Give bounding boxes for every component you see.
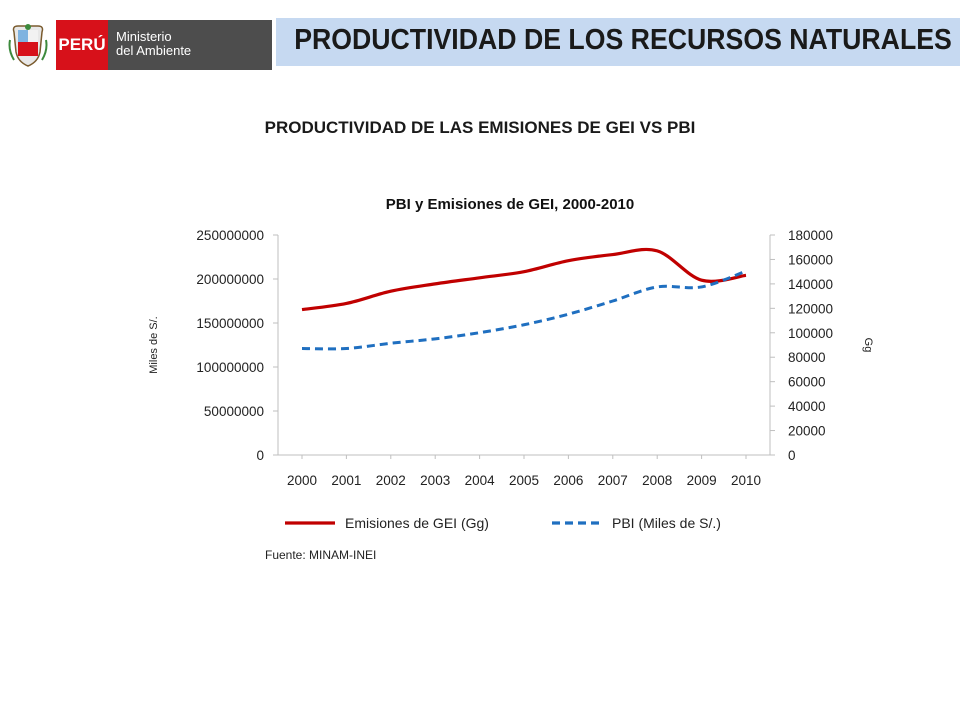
x-tick-label: 2007 (598, 473, 628, 488)
x-tick-label: 2008 (642, 473, 672, 488)
right-tick-label: 20000 (788, 424, 826, 439)
section-subtitle: PRODUCTIVIDAD DE LAS EMISIONES DE GEI VS… (264, 118, 696, 137)
x-tick-label: 2006 (553, 473, 583, 488)
x-tick-label: 2005 (509, 473, 539, 488)
page-title: PRODUCTIVIDAD DE LOS RECURSOS NATURALES (294, 24, 952, 56)
legend-label-pbi: PBI (Miles de S/.) (612, 515, 721, 531)
x-tick-label: 2003 (420, 473, 450, 488)
x-tick-label: 2009 (687, 473, 717, 488)
left-tick-label: 150000000 (196, 316, 264, 331)
right-tick-label: 60000 (788, 375, 826, 390)
coat-of-arms-icon (8, 24, 48, 67)
x-tick-label: 2000 (287, 473, 317, 488)
logo-line-1: Ministerio (116, 29, 172, 44)
right-tick-label: 40000 (788, 399, 826, 414)
right-axis-label: Gg (862, 338, 874, 353)
series-line-pbi (301, 269, 747, 351)
line-chart: PBI y Emisiones de GEI, 2000-2010 0 50000… (148, 196, 874, 562)
logo-country: PERÚ (56, 20, 108, 70)
legend-label-emisiones: Emisiones de GEI (Gg) (345, 515, 489, 531)
logo-ministry-name: Ministerio del Ambiente (108, 20, 272, 70)
right-tick-label: 140000 (788, 277, 833, 292)
x-tick-label: 2002 (376, 473, 406, 488)
right-tick-label: 160000 (788, 252, 833, 267)
title-bar: PRODUCTIVIDAD DE LOS RECURSOS NATURALES (276, 18, 960, 66)
right-tick-label: 80000 (788, 350, 826, 365)
chart-title: PBI y Emisiones de GEI, 2000-2010 (386, 196, 634, 213)
chart-source: Fuente: MINAM-INEI (265, 548, 376, 562)
x-tick-label: 2001 (331, 473, 361, 488)
right-tick-label: 180000 (788, 228, 833, 243)
right-tick-label: 0 (788, 448, 796, 463)
right-tick-label: 120000 (788, 301, 833, 316)
ministry-wordmark: PERÚ Ministerio del Ambiente (56, 20, 272, 70)
left-tick-label: 200000000 (196, 272, 264, 287)
right-tick-label: 100000 (788, 326, 833, 341)
x-tick-label: 2010 (731, 473, 761, 488)
left-axis-label: Miles de S/. (148, 316, 160, 373)
left-tick-label: 50000000 (204, 404, 264, 419)
left-tick-label: 100000000 (196, 360, 264, 375)
series-line-emisiones (301, 247, 747, 312)
ministry-logo: PERÚ Ministerio del Ambiente (0, 18, 272, 72)
x-tick-label: 2004 (465, 473, 496, 488)
logo-line-2: del Ambiente (116, 43, 192, 58)
left-tick-label: 0 (256, 448, 264, 463)
left-tick-label: 250000000 (196, 228, 264, 243)
